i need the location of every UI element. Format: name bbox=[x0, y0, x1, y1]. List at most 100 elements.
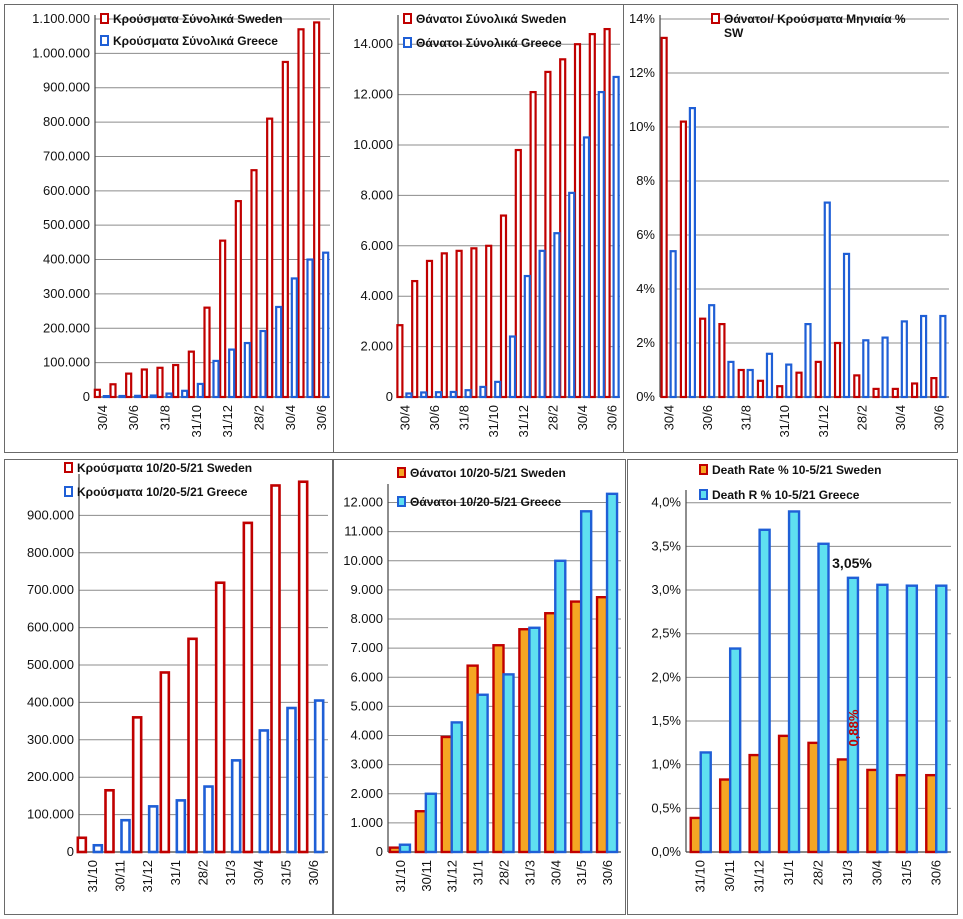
x-tick-label: 31/12 bbox=[445, 860, 460, 893]
y-tick-label: 14.000 bbox=[353, 36, 393, 51]
y-tick-label: 600.000 bbox=[43, 183, 90, 198]
bar-greece-1 bbox=[424, 792, 438, 854]
bar-greece-3 bbox=[149, 394, 157, 399]
chart-panel-monthly-death-rate: 0% 2% 4% 6% 8% 10% 12% 14% 30/4 30/6 31/8 31/10 31/1… bbox=[623, 4, 958, 453]
x-tick-label: 31/10 bbox=[189, 405, 204, 438]
bars bbox=[93, 21, 330, 399]
legend: Κρούσματα 10/20-5/21 Sweden Κρούσματα 10/… bbox=[64, 461, 252, 499]
bar-greece-1 bbox=[728, 647, 742, 854]
bar-sweden-7 bbox=[895, 773, 909, 854]
y-tick-label: 100.000 bbox=[27, 807, 74, 822]
bar-greece-12 bbox=[900, 320, 908, 399]
y-tick-label: 2.000 bbox=[360, 339, 393, 354]
bar-greece-0 bbox=[92, 843, 104, 854]
bar-greece-0 bbox=[699, 751, 712, 854]
x-tick-labels: 30/4 30/6 31/8 31/10 31/12 28/2 30/4 30/6 bbox=[95, 405, 329, 438]
x-tick-label: 31/12 bbox=[816, 405, 831, 438]
bar-sweden-6 bbox=[776, 385, 784, 399]
bar-greece-6 bbox=[494, 380, 502, 399]
x-tick-label: 31/5 bbox=[574, 860, 589, 885]
bar-greece-13 bbox=[920, 314, 928, 399]
chart-panel-deaths-period: 0 1.000 2.000 3.000 4.000 5.000 6.000 7.000 8.00… bbox=[333, 459, 626, 915]
bar-sweden-2 bbox=[131, 716, 143, 854]
y-tick-label: 900.000 bbox=[27, 507, 74, 522]
bar-sweden-4 bbox=[737, 368, 745, 399]
y-tick-label: 800.000 bbox=[27, 545, 74, 560]
legend-label: Θάνατοι 10/20-5/21 Sweden bbox=[410, 466, 566, 480]
bar-greece-3 bbox=[787, 510, 801, 854]
bar-greece-2 bbox=[147, 805, 159, 854]
x-tick-labels: 31/10 30/11 31/12 31/1 28/2 31/3 30/4 31/5 30/6 bbox=[693, 860, 944, 893]
bar-sweden-0 bbox=[396, 324, 404, 399]
bar-sweden-14 bbox=[930, 377, 938, 399]
bar-sweden-8 bbox=[925, 773, 938, 854]
x-tick-label: 31/8 bbox=[457, 405, 472, 430]
chart-panel-total-deaths: 0 2.000 4.000 6.000 8.000 10.000 12.000 14.000 3… bbox=[333, 4, 625, 453]
bar-sweden-5 bbox=[172, 363, 180, 399]
legend-swatch-greece bbox=[100, 35, 109, 46]
bar-greece-9 bbox=[243, 341, 251, 399]
y-tick-labels: 0% 2% 4% 6% 8% 10% 12% 14% bbox=[629, 11, 655, 404]
legend: Θάνατοι Σύνολικά Sweden Θάνατοι Σύνολικά … bbox=[403, 12, 566, 50]
bar-greece-0 bbox=[102, 395, 110, 399]
x-tick-label: 31/5 bbox=[279, 860, 294, 885]
legend-label: Θάνατοι Σύνολικά Greece bbox=[416, 36, 562, 50]
bar-sweden-4 bbox=[807, 741, 820, 854]
bar-greece-10 bbox=[862, 339, 870, 399]
bar-sweden-10 bbox=[853, 374, 861, 399]
x-tick-label: 28/2 bbox=[252, 405, 267, 430]
bar-greece-13 bbox=[306, 258, 314, 399]
bar-sweden-0 bbox=[660, 36, 668, 399]
y-tick-label: 4.000 bbox=[350, 728, 383, 743]
bar-greece-1 bbox=[118, 394, 126, 399]
y-tick-label: 8.000 bbox=[350, 611, 383, 626]
bar-greece-5 bbox=[479, 385, 487, 399]
y-tick-labels: 0 100.000 200.000 300.000 400.000 500.000 600.… bbox=[27, 507, 74, 859]
bar-greece-5 bbox=[528, 626, 541, 854]
y-tick-label: 2.000 bbox=[350, 786, 383, 801]
y-tick-label: 1.100.000 bbox=[32, 11, 90, 26]
bar-sweden-11 bbox=[266, 117, 274, 399]
y-tick-label: 300.000 bbox=[27, 732, 74, 747]
bar-sweden-2 bbox=[125, 372, 133, 399]
bar-sweden-6 bbox=[242, 521, 254, 854]
y-tick-label: 500.000 bbox=[27, 657, 74, 672]
y-tick-label: 0 bbox=[67, 844, 74, 859]
bar-sweden-6 bbox=[544, 612, 557, 854]
y-tick-label: 4,0% bbox=[651, 495, 681, 510]
legend-label: Κρούσματα Σύνολικά Greece bbox=[113, 34, 278, 48]
bar-greece-3 bbox=[476, 693, 489, 854]
y-tick-label: 4.000 bbox=[360, 288, 393, 303]
legend-label: Death Rate % 10-5/21 Sweden bbox=[712, 463, 881, 477]
x-tick-label: 30/6 bbox=[427, 405, 442, 430]
bar-sweden-3 bbox=[140, 368, 148, 399]
bar-greece-6 bbox=[196, 382, 204, 399]
x-tick-labels: 30/4 30/6 31/8 31/10 31/12 28/2 30/4 30/6 bbox=[662, 405, 947, 438]
bar-sweden-6 bbox=[485, 244, 493, 399]
bar-sweden-2 bbox=[748, 753, 761, 854]
x-tick-label: 30/6 bbox=[928, 860, 943, 885]
bar-greece-4 bbox=[817, 542, 830, 854]
y-tick-labels: 0 100.000 200.000 300.000 400.000 500.000 600.… bbox=[32, 11, 90, 404]
chart-total-cases: 0 100.000 200.000 300.000 400.000 500.000 600.… bbox=[32, 11, 330, 438]
x-tick-label: 30/6 bbox=[306, 860, 321, 885]
bar-greece-2 bbox=[708, 304, 716, 399]
bar-sweden-3 bbox=[777, 734, 791, 854]
x-tick-label: 31/1 bbox=[781, 860, 796, 885]
bar-sweden-11 bbox=[872, 387, 880, 399]
y-tick-label: 700.000 bbox=[27, 582, 74, 597]
chart-monthly-death-rate: 0% 2% 4% 6% 8% 10% 12% 14% 30/4 30/6 31/8 31/10 31/1… bbox=[629, 11, 949, 438]
chart-panel-death-rate-period: 0,0% 0,5% 1,0% 1,5% 2,0% 2,5% 3,0% 3,5% 4,0% 31/1… bbox=[627, 459, 958, 915]
bar-greece-2 bbox=[134, 394, 142, 399]
bar-greece-10 bbox=[553, 232, 561, 399]
bar-greece-2 bbox=[758, 528, 771, 854]
bar-greece-5 bbox=[765, 352, 774, 399]
bar-greece-13 bbox=[597, 90, 605, 399]
y-tick-label: 700.000 bbox=[43, 148, 90, 163]
x-tick-label: 30/6 bbox=[605, 405, 620, 430]
y-tick-label: 0 bbox=[386, 389, 393, 404]
bar-sweden-3 bbox=[718, 323, 726, 399]
bar-sweden-7 bbox=[203, 306, 211, 399]
y-tick-label: 0,0% bbox=[651, 844, 681, 859]
bar-greece-7 bbox=[212, 359, 220, 399]
